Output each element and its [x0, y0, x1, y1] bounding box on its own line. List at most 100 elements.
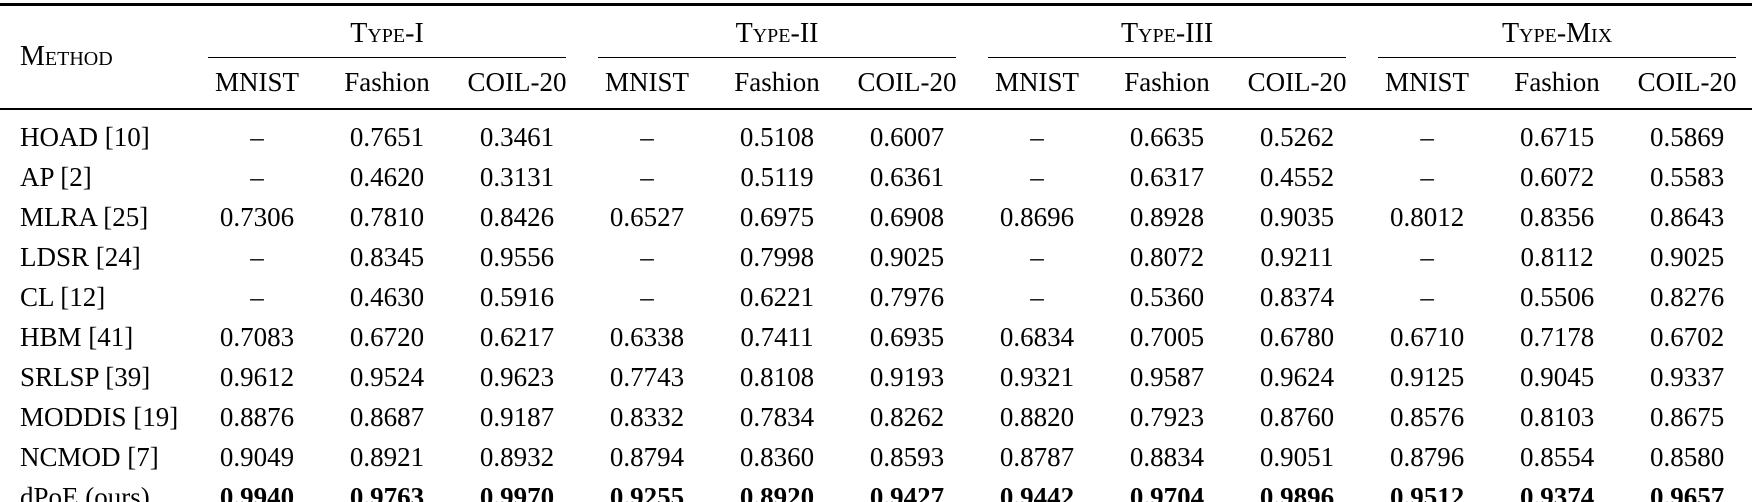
value-cell: 0.9442 [999, 482, 1075, 502]
value-cell: 0.8554 [1519, 442, 1595, 472]
value-cell: 0.5869 [1649, 122, 1725, 152]
value-cell: 0.8643 [1649, 202, 1725, 232]
table-row: CL [12] – 0.4630 0.5916 – 0.6221 0.7976 – 0.5360… [0, 278, 1752, 318]
value-cell: 0.9524 [349, 362, 425, 392]
value-cell: 0.8374 [1259, 282, 1335, 312]
value-cell: – [1030, 162, 1044, 192]
value-cell: 0.9049 [219, 442, 295, 472]
value-cell: 0.9025 [1649, 242, 1725, 272]
value-cell: 0.8687 [349, 402, 425, 432]
value-cell: 0.6635 [1129, 122, 1205, 152]
dataset-header-type-i-mnist: MNIST [192, 58, 322, 110]
value-cell: 0.9025 [869, 242, 945, 272]
value-cell: 0.9556 [479, 242, 555, 272]
value-cell: 0.8820 [999, 402, 1075, 432]
dataset-header-type-ii-coil-20: COIL-20 [842, 58, 973, 110]
dataset-header-type-mix-fashion: Fashion [1492, 58, 1623, 110]
value-cell: 0.8072 [1129, 242, 1205, 272]
value-cell: – [1030, 242, 1044, 272]
value-cell: 0.7005 [1129, 322, 1205, 352]
value-cell: 0.8794 [609, 442, 685, 472]
dataset-header-type-iii-coil-20: COIL-20 [1232, 58, 1363, 110]
value-cell: 0.6715 [1519, 122, 1595, 152]
value-cell: 0.9051 [1259, 442, 1335, 472]
value-cell: 0.5506 [1519, 282, 1595, 312]
method-cell: LDSR [24] [20, 242, 141, 272]
value-cell: 0.9896 [1259, 482, 1335, 502]
value-cell: 0.9255 [609, 482, 685, 502]
value-cell: 0.7651 [349, 122, 425, 152]
value-cell: 0.8276 [1649, 282, 1725, 312]
value-cell: 0.5262 [1259, 122, 1335, 152]
value-cell: 0.7923 [1129, 402, 1205, 432]
dataset-header-type-ii-mnist: MNIST [582, 58, 713, 110]
value-cell: 0.8921 [349, 442, 425, 472]
value-cell: 0.7306 [219, 202, 295, 232]
value-cell: 0.7411 [740, 322, 814, 352]
value-cell: 0.8112 [1520, 242, 1594, 272]
value-cell: 0.6007 [869, 122, 945, 152]
value-cell: 0.7998 [739, 242, 815, 272]
value-cell: 0.4552 [1259, 162, 1335, 192]
value-cell: 0.6710 [1389, 322, 1465, 352]
value-cell: 0.5360 [1129, 282, 1205, 312]
method-cell: MODDIS [19] [20, 402, 179, 432]
value-cell: 0.8920 [739, 482, 815, 502]
value-cell: 0.9211 [1260, 242, 1334, 272]
value-cell: 0.9624 [1259, 362, 1335, 392]
value-cell: – [250, 242, 264, 272]
value-cell: 0.9940 [219, 482, 295, 502]
value-cell: 0.6361 [869, 162, 945, 192]
value-cell: 0.9970 [479, 482, 555, 502]
value-cell: 0.7743 [609, 362, 685, 392]
dataset-header-type-ii-fashion: Fashion [712, 58, 843, 110]
value-cell: 0.8932 [479, 442, 555, 472]
value-cell: 0.7810 [349, 202, 425, 232]
dataset-header-type-iii-fashion: Fashion [1102, 58, 1233, 110]
value-cell: 0.8576 [1389, 402, 1465, 432]
value-cell: 0.6935 [869, 322, 945, 352]
table-row: MODDIS [19] 0.8876 0.8687 0.9187 0.8332 0.783… [0, 398, 1752, 438]
value-cell: – [640, 122, 654, 152]
value-cell: – [1030, 282, 1044, 312]
value-cell: 0.9193 [869, 362, 945, 392]
method-cell: NCMOD [7] [20, 442, 159, 472]
method-column-header: Method [0, 4, 192, 110]
dataset-header-type-i-fashion: Fashion [322, 58, 452, 110]
value-cell: 0.7083 [219, 322, 295, 352]
group-header-type-i: Type-I [192, 5, 582, 58]
value-cell: 0.8262 [869, 402, 945, 432]
value-cell: 0.8593 [869, 442, 945, 472]
group-label-type-i: Type-I [208, 18, 567, 58]
value-cell: 0.7834 [739, 402, 815, 432]
value-cell: 0.4620 [349, 162, 425, 192]
dataset-header-type-i-coil-20: COIL-20 [452, 58, 583, 110]
value-cell: 0.7178 [1519, 322, 1595, 352]
value-cell: 0.9763 [349, 482, 425, 502]
value-cell: 0.9321 [999, 362, 1075, 392]
value-cell: 0.9187 [479, 402, 555, 432]
value-cell: 0.5119 [740, 162, 814, 192]
method-cell: CL [12] [20, 282, 106, 312]
value-cell: 0.9045 [1519, 362, 1595, 392]
value-cell: 0.5108 [739, 122, 815, 152]
value-cell: 0.8796 [1389, 442, 1465, 472]
value-cell: – [1030, 122, 1044, 152]
value-cell: 0.9612 [219, 362, 295, 392]
value-cell: 0.8108 [739, 362, 815, 392]
value-cell: – [1420, 242, 1434, 272]
value-cell: 0.9374 [1519, 482, 1595, 502]
value-cell: 0.6780 [1259, 322, 1335, 352]
value-cell: 0.5583 [1649, 162, 1725, 192]
method-cell: dPoE (ours) [20, 482, 150, 502]
value-cell: – [640, 282, 654, 312]
value-cell: 0.8345 [349, 242, 425, 272]
value-cell: 0.8426 [479, 202, 555, 232]
value-cell: 0.9657 [1649, 482, 1725, 502]
value-cell: 0.8787 [999, 442, 1075, 472]
group-header-type-ii: Type-II [582, 5, 972, 58]
value-cell: 0.8928 [1129, 202, 1205, 232]
value-cell: 0.8360 [739, 442, 815, 472]
table-row: HBM [41] 0.7083 0.6720 0.6217 0.6338 0.7411 0.… [0, 318, 1752, 358]
